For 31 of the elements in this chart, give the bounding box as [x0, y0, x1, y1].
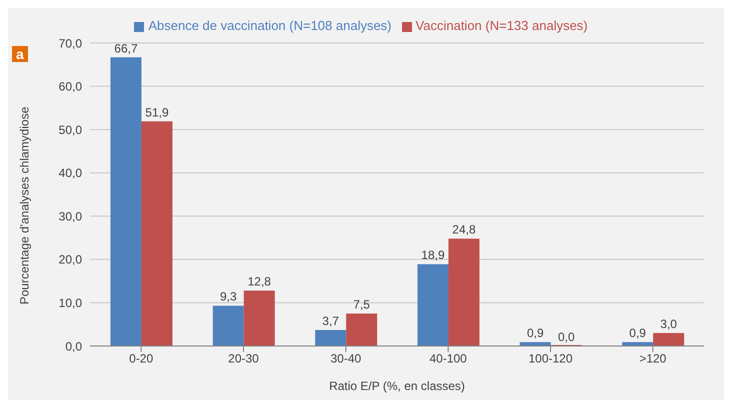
x-tick-label: 40-100 — [429, 352, 468, 366]
x-tick-label: 20-30 — [228, 352, 260, 366]
text: a — [12, 46, 28, 62]
y-tick-label: 10,0 — [58, 296, 82, 310]
y-tick-label: 30,0 — [58, 209, 82, 224]
data-label: 12,8 — [248, 274, 272, 289]
y-tick-label: 50,0 — [58, 122, 82, 137]
legend-label: Absence de vaccination (N=108 analyses) — [148, 18, 392, 33]
data-label: 3,0 — [660, 317, 678, 332]
data-label: 24,8 — [452, 222, 476, 237]
y-tick-label: 70,0 — [58, 36, 82, 50]
data-label: 51,9 — [145, 105, 169, 120]
x-tick-label: >120 — [639, 352, 667, 366]
y-tick-label: 40,0 — [58, 166, 82, 180]
x-tick-label: 30-40 — [330, 352, 362, 366]
data-label: 18,9 — [421, 248, 445, 262]
data-label: 0,9 — [526, 326, 544, 340]
y-tick-label: 60,0 — [58, 80, 82, 94]
data-label: 9,3 — [220, 290, 237, 304]
data-label: 0,0 — [558, 330, 575, 344]
x-tick-label: 100-120 — [528, 352, 573, 366]
data-label: 7,5 — [353, 298, 370, 312]
legend-label: Vaccination (N=133 analyses) — [416, 18, 588, 33]
x-axis-title: Ratio E/P (%, en classes) — [329, 379, 465, 393]
x-tick-label: 0-20 — [129, 352, 154, 366]
y-axis-title: Pourcentage d'analyses chlamydiose — [17, 106, 32, 304]
y-tick-label: 0,0 — [65, 339, 82, 354]
data-label: 66,7 — [114, 41, 138, 56]
data-label: 0,9 — [629, 326, 646, 340]
y-tick-label: 20,0 — [58, 252, 82, 267]
data-label: 3,7 — [322, 314, 340, 328]
